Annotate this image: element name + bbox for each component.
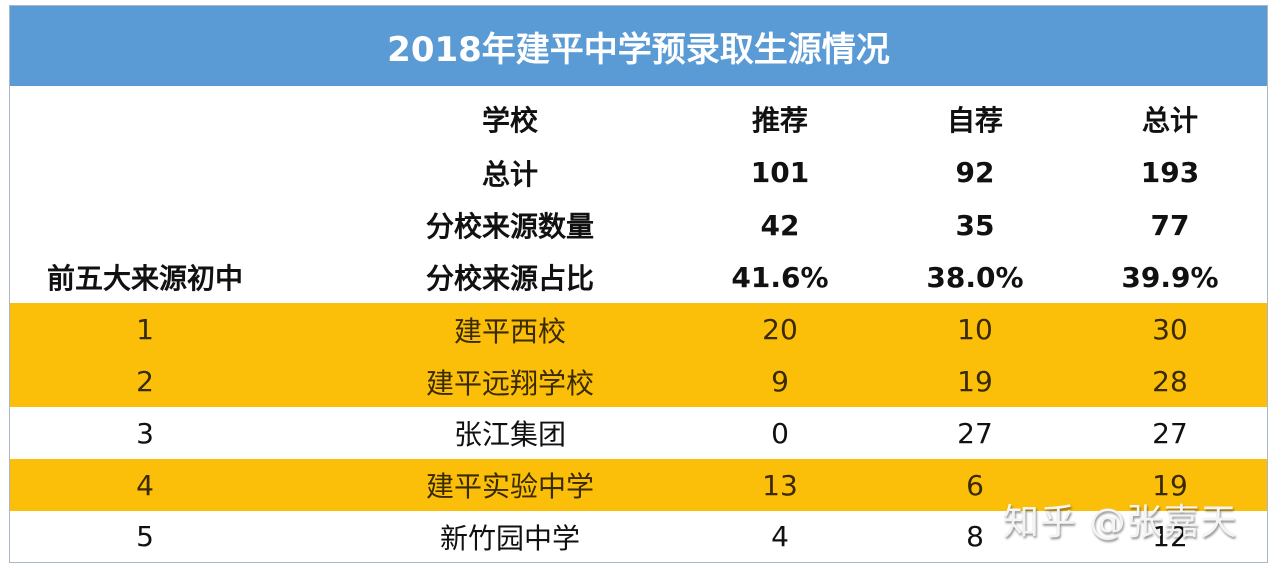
- summary-total: 77: [1150, 208, 1190, 242]
- total-cell: 12: [1152, 520, 1188, 553]
- self-recommend-cell: 19: [957, 365, 993, 398]
- summary-self-recommend: 38.0%: [926, 260, 1024, 294]
- table-frame: 2018年建平中学预录取生源情况 学校 推荐 自荐 总计 总计 101 92 1…: [9, 5, 1268, 563]
- school-cell: 张江集团: [453, 418, 566, 451]
- header-self-recommend: 自荐: [946, 103, 1003, 137]
- table-row: 5 新竹园中学 4 8 12: [10, 511, 1267, 562]
- rank-cell: 2: [136, 365, 154, 398]
- summary-row-ratio: 前五大来源初中 分校来源占比 41.6% 38.0% 39.9%: [10, 251, 1267, 303]
- summary-recommend: 41.6%: [731, 260, 829, 294]
- total-cell: 27: [1152, 416, 1188, 450]
- header-row: 学校 推荐 自荐 总计: [10, 91, 1267, 146]
- school-cell: 建平远翔学校: [425, 366, 594, 400]
- school-cell: 建平西校: [453, 314, 566, 348]
- summary-total: 39.9%: [1121, 260, 1219, 294]
- table-title: 2018年建平中学预录取生源情况: [10, 6, 1267, 86]
- summary-rank: [10, 146, 280, 199]
- recommend-cell: 0: [771, 416, 789, 450]
- rank-cell: 4: [136, 468, 154, 502]
- self-recommend-cell: 27: [957, 416, 993, 450]
- table-row: 1 建平西校 20 10 30: [10, 303, 1267, 356]
- summary-row-total: 总计 101 92 193: [10, 146, 1267, 199]
- section-label: 前五大来源初中: [46, 262, 243, 295]
- summary-self-recommend: 92: [955, 156, 995, 189]
- table-row: 3 张江集团 0 27 27: [10, 407, 1267, 459]
- summary-label: 分校来源数量: [425, 210, 594, 243]
- summary-row-count: 分校来源数量 42 35 77: [10, 199, 1267, 251]
- header-rank: [10, 91, 280, 146]
- watermark: 知乎 @张嘉天: [1003, 502, 1238, 543]
- recommend-cell: 13: [762, 468, 798, 502]
- table-row: 4 建平实验中学 13 6 19: [10, 459, 1267, 511]
- summary-recommend: 42: [760, 208, 800, 242]
- summary-label: 分校来源占比: [425, 262, 594, 295]
- recommend-cell: 4: [771, 520, 789, 553]
- header-recommend: 推荐: [751, 103, 808, 137]
- summary-recommend: 101: [750, 156, 810, 189]
- header-total: 总计: [1141, 103, 1198, 137]
- summary-rank: [10, 199, 280, 251]
- self-recommend-cell: 6: [966, 468, 984, 502]
- recommend-cell: 20: [762, 313, 798, 346]
- rank-cell: 5: [136, 520, 154, 553]
- table-row: 2 建平远翔学校 9 19 28: [10, 356, 1267, 407]
- summary-total: 193: [1140, 156, 1200, 189]
- summary-label: 总计: [481, 157, 538, 191]
- total-cell: 19: [1152, 468, 1188, 502]
- total-cell: 30: [1152, 313, 1188, 346]
- self-recommend-cell: 8: [966, 520, 984, 553]
- summary-self-recommend: 35: [955, 208, 995, 242]
- header-school: 学校: [481, 103, 538, 137]
- school-cell: 建平实验中学: [425, 470, 594, 503]
- rank-cell: 1: [136, 313, 154, 346]
- rank-cell: 3: [136, 416, 154, 450]
- total-cell: 28: [1152, 365, 1188, 398]
- self-recommend-cell: 10: [957, 313, 993, 346]
- recommend-cell: 9: [771, 365, 789, 398]
- school-cell: 新竹园中学: [439, 521, 580, 555]
